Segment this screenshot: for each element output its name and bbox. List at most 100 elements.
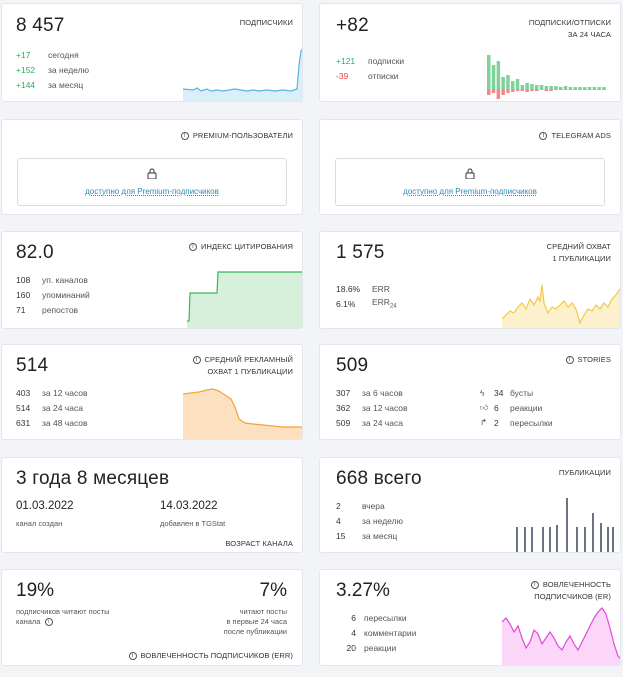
subs-bar bbox=[520, 85, 525, 89]
citation-value: 82.0 bbox=[16, 242, 54, 263]
ad-reach-card[interactable]: 514 i СРЕДНИЙ РЕКЛАМНЫЙ ОХВАТ 1 ПУБЛИКАЦИИ… bbox=[1, 344, 303, 440]
subscribers-card[interactable]: 8 457 ПОДПИСЧИКИ +17 сегодня +152 за недел… bbox=[1, 3, 303, 102]
subs-bar bbox=[506, 75, 510, 89]
publication-bar bbox=[612, 527, 614, 552]
publications-chart bbox=[516, 498, 614, 552]
unsubs-bar bbox=[530, 89, 534, 91]
list-item: -39 отписки bbox=[336, 70, 399, 81]
channel-age-card: 3 года 8 месяцев 01.03.2022 канал создан… bbox=[1, 457, 303, 553]
list-item: 160 упоминаний bbox=[16, 289, 90, 300]
unsubs-bar bbox=[539, 89, 544, 90]
subs-bar bbox=[568, 87, 573, 89]
citation-label: i ИНДЕКС ЦИТИРОВАНИЯ bbox=[188, 241, 293, 253]
subs-unsubs-chart bbox=[487, 55, 606, 99]
subs-bar bbox=[525, 83, 529, 89]
stories-value: 509 bbox=[336, 355, 369, 376]
channel-age-value: 3 года 8 месяцев bbox=[16, 468, 170, 489]
list-item: 4 комментарии bbox=[351, 627, 417, 638]
list-item: 514 за 24 часа bbox=[16, 402, 83, 413]
subs-bar bbox=[539, 85, 544, 89]
citation-card[interactable]: 82.0 i ИНДЕКС ЦИТИРОВАНИЯ 108 уп. каналов … bbox=[1, 231, 303, 329]
list-item: 15 за месяц bbox=[336, 530, 398, 541]
er-chart bbox=[502, 607, 620, 665]
publication-bar bbox=[516, 527, 518, 552]
telegram-ads-card: i TELEGRAM ADS доступно для Premium-подпи… bbox=[319, 119, 621, 215]
publication-bar bbox=[556, 525, 558, 552]
list-item: 631 за 48 часов bbox=[16, 417, 88, 428]
created-date: 01.03.2022 bbox=[16, 500, 74, 512]
unsubs-bar bbox=[592, 89, 597, 90]
unsubs-bar bbox=[501, 89, 505, 95]
er-label: i ВОВЛЕЧЕННОСТЬ ПОДПИСЧИКОВ (ER) bbox=[530, 579, 611, 603]
subs-unsubs-card[interactable]: +82 ПОДПИСКИ/ОТПИСКИ ЗА 24 ЧАСА +121 подпи… bbox=[319, 3, 621, 102]
created-text: канал создан bbox=[16, 519, 63, 528]
ad-reach-chart bbox=[183, 388, 302, 439]
list-item: +17 сегодня bbox=[16, 49, 79, 60]
subs-bar bbox=[592, 87, 597, 89]
thumbs-up-icon: 👍︎ bbox=[480, 402, 489, 412]
info-icon: i bbox=[539, 132, 548, 141]
list-item: 403 за 12 часов bbox=[16, 387, 88, 398]
subs-bar bbox=[491, 65, 496, 89]
list-item: 18.6% ERR bbox=[336, 283, 390, 294]
lock-icon bbox=[465, 168, 475, 179]
unsubs-bar bbox=[506, 89, 510, 93]
lock-icon bbox=[147, 168, 157, 179]
publication-bar bbox=[584, 527, 586, 552]
premium-link[interactable]: доступно для Premium-подписчиков bbox=[85, 187, 219, 196]
stories-card[interactable]: 509 i STORIES 307 за 6 часов 362 за 12 часо… bbox=[319, 344, 621, 440]
avg-reach-card[interactable]: 1 575 СРЕДНИЙ ОХВАТ 1 ПУБЛИКАЦИИ 18.6% ERR… bbox=[319, 231, 621, 329]
list-item: 509 за 24 часа bbox=[336, 417, 403, 428]
subs-bar bbox=[530, 84, 534, 89]
publication-bar bbox=[566, 498, 568, 552]
info-icon: i bbox=[188, 243, 197, 252]
info-icon: i bbox=[128, 652, 137, 661]
subs-bar bbox=[583, 87, 587, 89]
engagement-err-label: i ВОВЛЕЧЕННОСТЬ ПОДПИСЧИКОВ (ERR) bbox=[128, 650, 293, 662]
premium-lock-box[interactable]: доступно для Premium-подписчиков bbox=[17, 158, 287, 206]
premium-lock-box[interactable]: доступно для Premium-подписчиков bbox=[335, 158, 605, 206]
subs-bar bbox=[501, 77, 505, 89]
publication-bar bbox=[592, 513, 594, 552]
publications-card[interactable]: 668 всего ПУБЛИКАЦИИ 2 вчера 4 за неделю 1… bbox=[319, 457, 621, 553]
premium-link[interactable]: доступно для Premium-подписчиков bbox=[403, 187, 537, 196]
info-icon: i bbox=[192, 356, 201, 365]
subscribers-label: ПОДПИСЧИКИ bbox=[239, 18, 293, 27]
unsubs-bar bbox=[535, 89, 539, 91]
publication-bar bbox=[531, 527, 533, 552]
er-value: 3.27% bbox=[336, 580, 390, 601]
err-pct-2: 7% bbox=[259, 580, 287, 601]
subs-unsubs-value: +82 bbox=[336, 15, 369, 36]
publication-bar bbox=[576, 527, 578, 552]
unsubs-bar bbox=[496, 89, 501, 99]
publication-bar bbox=[524, 527, 526, 552]
subs-bar bbox=[544, 86, 549, 89]
list-item: ϟ 34 бусты bbox=[480, 387, 534, 398]
publication-bar bbox=[542, 527, 544, 552]
unsubs-bar bbox=[491, 89, 496, 93]
list-item: 2 вчера bbox=[336, 500, 385, 511]
unsubs-bar bbox=[511, 89, 515, 92]
list-item: 108 уп. каналов bbox=[16, 274, 88, 285]
subscribers-value: 8 457 bbox=[16, 15, 65, 36]
unsubs-bar bbox=[559, 89, 563, 90]
added-date: 14.03.2022 bbox=[160, 500, 218, 512]
subs-unsubs-label: ПОДПИСКИ/ОТПИСКИ ЗА 24 ЧАСА bbox=[528, 18, 611, 39]
unsubs-bar bbox=[515, 89, 520, 91]
publications-label: ПУБЛИКАЦИИ bbox=[558, 468, 611, 477]
subs-bar bbox=[549, 86, 553, 89]
engagement-er-card[interactable]: 3.27% i ВОВЛЕЧЕННОСТЬ ПОДПИСЧИКОВ (ER) 6 пе… bbox=[319, 569, 621, 666]
citation-chart bbox=[187, 271, 302, 328]
avg-reach-chart bbox=[502, 284, 620, 328]
boost-icon: ϟ bbox=[480, 387, 485, 398]
ad-reach-label: i СРЕДНИЙ РЕКЛАМНЫЙ ОХВАТ 1 ПУБЛИКАЦИИ bbox=[192, 354, 293, 378]
info-icon: i bbox=[180, 132, 189, 141]
unsubs-bar bbox=[520, 89, 525, 91]
subscribers-chart bbox=[183, 48, 302, 101]
list-item: ↱ 2 пересылки bbox=[480, 417, 553, 428]
subs-bar bbox=[535, 85, 539, 89]
share-icon: ↱ bbox=[480, 417, 488, 427]
unsubs-bar bbox=[602, 89, 606, 90]
err-text-1: подписчиков читают посты канала i bbox=[16, 607, 110, 627]
list-item: 307 за 6 часов bbox=[336, 387, 403, 398]
